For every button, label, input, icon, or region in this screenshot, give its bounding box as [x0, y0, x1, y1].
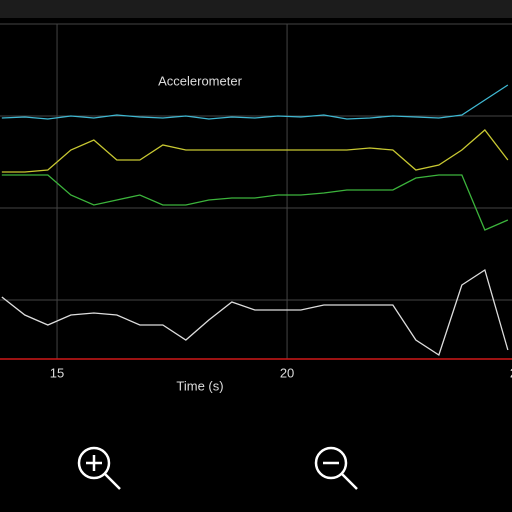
series-line	[1, 129, 509, 173]
chart-title: Accelerometer	[158, 73, 242, 88]
x-axis-label: Time (s)	[176, 378, 223, 393]
plot	[1, 24, 509, 359]
series-line	[1, 84, 509, 120]
zoom-in-button[interactable]	[77, 446, 121, 490]
zoom-out-button[interactable]	[314, 446, 358, 490]
series-line	[1, 268, 509, 357]
x-tick-label: 15	[50, 365, 64, 380]
x-tick-label: 25	[510, 365, 512, 380]
series-line	[1, 174, 509, 231]
x-tick-label: 20	[280, 365, 294, 380]
status-bar	[0, 0, 512, 18]
